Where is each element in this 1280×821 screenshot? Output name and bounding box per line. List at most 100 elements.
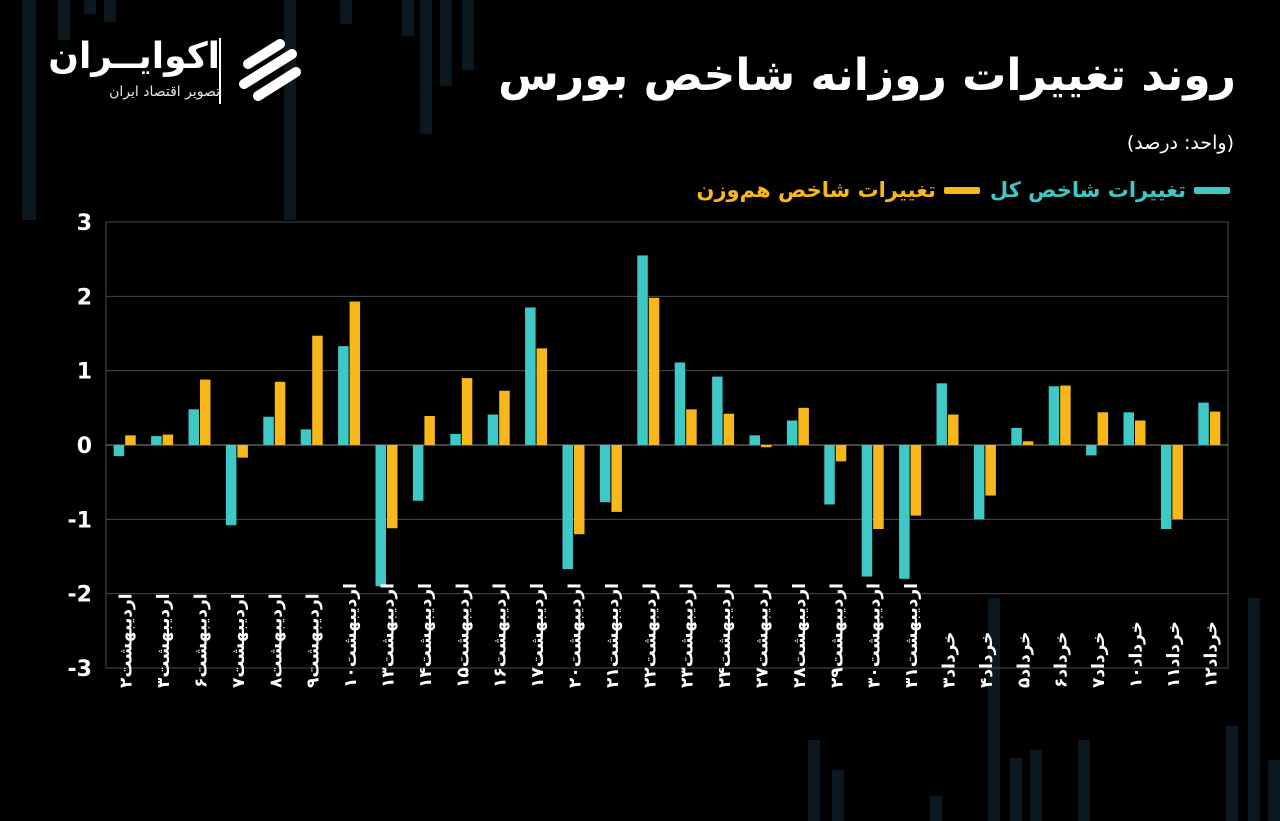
x-tick-label: اردیبهشت۶ — [192, 593, 212, 688]
bar-equal — [461, 378, 473, 445]
bar-equal — [948, 414, 959, 445]
y-tick-label: -1 — [68, 508, 92, 533]
bar-equal — [1060, 385, 1071, 445]
brand-name: اکوایــران — [48, 36, 220, 77]
bar-total — [712, 376, 723, 445]
legend-swatch-total — [1194, 186, 1230, 194]
brand-logo: اکوایــران تصویر اقتصاد ایران — [48, 32, 320, 112]
unit-label: (واحد: درصد) — [1126, 132, 1234, 154]
bar-equal — [574, 445, 585, 535]
bar-equal — [985, 445, 996, 496]
bar-equal — [200, 379, 211, 445]
x-tick-label: خرداد۵ — [1014, 632, 1034, 689]
bar-total — [674, 362, 686, 445]
bar-total — [338, 346, 349, 445]
bar-equal — [499, 390, 510, 445]
bar-total — [151, 436, 162, 445]
x-tick-label: اردیبهشت۱۳ — [379, 583, 399, 688]
bar-total — [450, 433, 461, 445]
y-tick-label: 0 — [77, 434, 92, 459]
x-tick-label: اردیبهشت۲۲ — [640, 583, 660, 688]
bar-total — [525, 307, 536, 445]
y-tick-label: 3 — [77, 211, 92, 236]
x-tick-label: اردیبهشت۸ — [266, 593, 286, 688]
x-tick-label: خرداد۳ — [940, 632, 960, 689]
bar-total — [936, 383, 947, 445]
bar-total — [113, 445, 125, 457]
x-tick-label: اردیبهشت۱۰ — [341, 583, 361, 688]
y-tick-label: -3 — [68, 657, 92, 682]
bar-equal — [274, 381, 286, 445]
bar-total — [1048, 386, 1060, 445]
ecoiran-logo-icon — [239, 39, 301, 101]
x-tick-label: اردیبهشت۱۷ — [528, 583, 548, 688]
x-tick-label: خرداد۱۰ — [1127, 621, 1147, 688]
bar-total — [1011, 427, 1022, 445]
bar-total — [786, 420, 798, 445]
chart-legend: تغییرات شاخص کل تغییرات شاخص هم‌وزن — [697, 178, 1230, 202]
bar-total — [487, 414, 499, 445]
x-tick-label: اردیبهشت۲۴ — [715, 583, 735, 688]
x-tick-label: اردیبهشت۹ — [304, 593, 324, 688]
y-tick-label: 1 — [77, 360, 92, 385]
bar-total — [412, 445, 424, 501]
legend-item-equal: تغییرات شاخص هم‌وزن — [697, 178, 980, 202]
x-tick-label: اردیبهشت۲۱ — [603, 583, 623, 688]
x-tick-label: خرداد۱۲ — [1201, 621, 1221, 688]
bar-equal — [1172, 445, 1183, 520]
bar-equal — [648, 297, 660, 445]
bar-total — [188, 409, 199, 445]
bar-total — [637, 255, 648, 445]
x-tick-label: اردیبهشت۱۶ — [491, 583, 511, 688]
bar-total — [225, 445, 237, 526]
x-tick-label: اردیبهشت۳ — [154, 593, 174, 688]
bar-equal — [312, 335, 323, 445]
bar-equal — [611, 445, 622, 512]
bar-total — [749, 435, 760, 445]
bar-equal — [424, 416, 435, 445]
bar-total — [300, 429, 312, 445]
bar-total — [599, 445, 611, 503]
bar-equal — [1097, 412, 1109, 445]
x-tick-label: اردیبهشت۳۱ — [902, 583, 922, 688]
bar-equal — [835, 445, 847, 462]
brand-tagline: تصویر اقتصاد ایران — [109, 84, 220, 100]
y-tick-label: -2 — [68, 583, 92, 608]
bar-equal — [723, 413, 735, 445]
x-tick-label: اردیبهشت۲۸ — [790, 583, 810, 688]
x-tick-label: اردیبهشت۱۵ — [453, 583, 473, 688]
legend-swatch-equal — [943, 186, 980, 194]
bar-equal — [387, 445, 398, 529]
x-tick-label: خرداد۴ — [977, 632, 997, 689]
bar-equal — [237, 445, 248, 458]
logo-divider — [219, 38, 221, 104]
bar-total — [1160, 445, 1172, 529]
bar-total — [1123, 412, 1134, 445]
bar-equal — [125, 435, 136, 445]
bar-equal — [798, 407, 809, 445]
x-tick-label: اردیبهشت۷ — [229, 593, 249, 688]
legend-label-equal: تغییرات شاخص هم‌وزن — [696, 178, 936, 202]
bar-total — [824, 445, 835, 505]
bar-equal — [761, 445, 772, 448]
bar-total — [973, 445, 985, 520]
bar-equal — [910, 445, 922, 516]
x-tick-label: اردیبهشت۲۹ — [827, 583, 847, 688]
bar-total — [263, 416, 274, 445]
chart-title: روند تغییرات روزانه شاخص بورس — [498, 50, 1236, 101]
bar-equal — [349, 301, 361, 445]
legend-label-total: تغییرات شاخص کل — [989, 178, 1186, 202]
bar-equal — [1022, 441, 1034, 445]
x-tick-label: اردیبهشت۲۳ — [678, 583, 698, 688]
x-tick-label: اردیبهشت۱۴ — [416, 583, 436, 688]
bar-equal — [1135, 420, 1146, 445]
x-tick-label: اردیبهشت۲ — [117, 593, 137, 688]
bar-equal — [1209, 411, 1221, 445]
x-tick-label: خرداد۷ — [1089, 632, 1109, 689]
bar-total — [562, 445, 573, 570]
bar-equal — [686, 409, 697, 445]
legend-item-total: تغییرات شاخص کل — [990, 178, 1230, 202]
x-tick-label: خرداد۱۱ — [1164, 621, 1184, 688]
bar-total — [1086, 445, 1097, 456]
